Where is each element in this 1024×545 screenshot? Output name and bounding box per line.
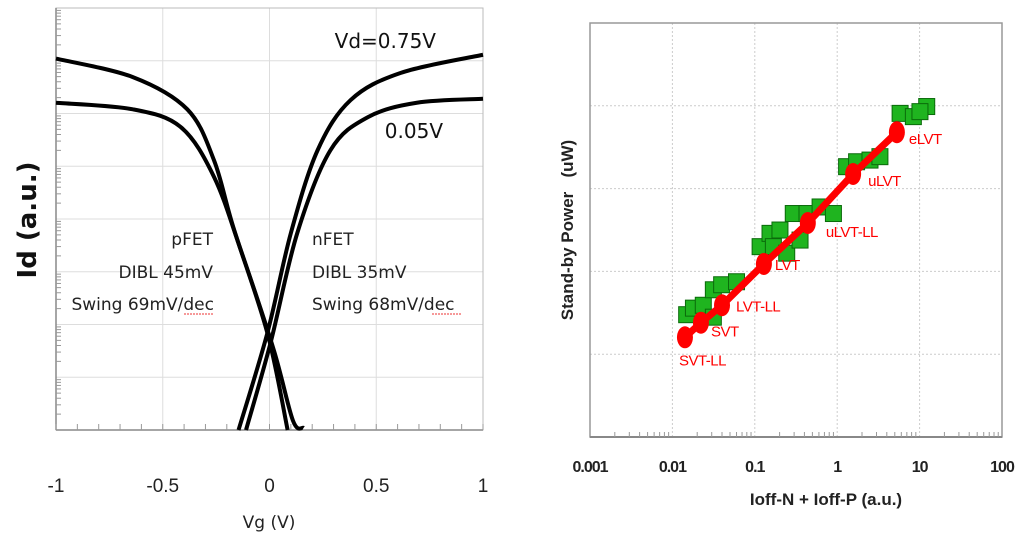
point-label: SVT <box>711 324 739 341</box>
right-x-tick-label: 10 <box>912 459 929 476</box>
point-label: uLVT-LL <box>826 224 878 241</box>
trend-circle-point <box>888 121 905 144</box>
point-label: LVT <box>775 257 800 274</box>
annotation-pfet-swing: Swing 69mV/dec <box>71 295 214 315</box>
trend-circle-point <box>692 311 709 334</box>
left-curves <box>55 52 484 431</box>
annotation-vd-low: 0.05V <box>385 119 444 143</box>
right-gridlines <box>590 23 1002 437</box>
right-x-tick-label: 100 <box>990 459 1015 476</box>
right-x-tick-label: 0.01 <box>659 459 687 476</box>
trend-circle-point <box>799 212 816 235</box>
annotation-nfet: nFET <box>312 230 354 250</box>
right-x-tick-label: 1 <box>833 459 842 476</box>
measured-square-point <box>771 221 789 239</box>
left-x-tick-label: -0.5 <box>146 476 179 497</box>
annotation-nfet-swing: Swing 68mV/dec <box>312 295 455 315</box>
trend-circle-point <box>845 163 862 186</box>
annotation-pfet-dibl: DIBL 45mV <box>119 263 214 283</box>
left-x-tick-label: -1 <box>48 476 65 497</box>
right-x-tick-labels: 0.001 0.01 0.1 1 10 100 <box>572 459 1015 476</box>
point-label: eLVT <box>909 131 942 148</box>
trend-circle-point <box>676 326 693 349</box>
trend-circle-point <box>714 294 731 317</box>
right-axis-ticks <box>614 432 999 437</box>
point-labels: SVT-LL SVT LVT-LL LVT uLVT-LL uLVT eLVT <box>679 131 943 369</box>
measured-square-point <box>824 205 842 223</box>
annotation-pfet: pFET <box>171 230 213 250</box>
measured-square-point <box>911 103 929 121</box>
point-label: LVT-LL <box>736 298 780 315</box>
right-x-tick-label: 0.001 <box>572 459 608 476</box>
right-x-tick-label: 0.1 <box>745 459 765 476</box>
left-x-tick-label: 1 <box>478 476 489 497</box>
left-x-tick-label: 0 <box>264 476 275 497</box>
right-x-axis-label: Ioff-N + Ioff-P (a.u.) <box>750 490 902 509</box>
measured-square-point <box>713 276 731 294</box>
trend-circle-point <box>755 252 772 275</box>
annotation-vd-high: Vd=0.75V <box>335 29 437 53</box>
point-label: SVT-LL <box>679 352 726 369</box>
left-y-axis-label: Id (a.u.) <box>13 162 43 279</box>
id-vg-curve-3 <box>55 100 305 431</box>
left-chart-id-vg: -1 -0.5 0 0.5 1 Vg (V) Id (a.u.) Vd=0.75V 0.… <box>13 7 489 533</box>
trend-points <box>676 121 905 349</box>
point-label: uLVT <box>868 173 901 190</box>
left-x-axis-label: Vg (V) <box>243 513 296 533</box>
right-y-axis-label: Stand-by Power (uW) <box>558 140 577 320</box>
left-x-tick-label: 0.5 <box>363 476 389 497</box>
annotation-nfet-dibl: DIBL 35mV <box>312 263 407 283</box>
left-axis-ticks <box>55 9 484 430</box>
left-x-tick-labels: -1 -0.5 0 0.5 1 <box>48 476 489 497</box>
